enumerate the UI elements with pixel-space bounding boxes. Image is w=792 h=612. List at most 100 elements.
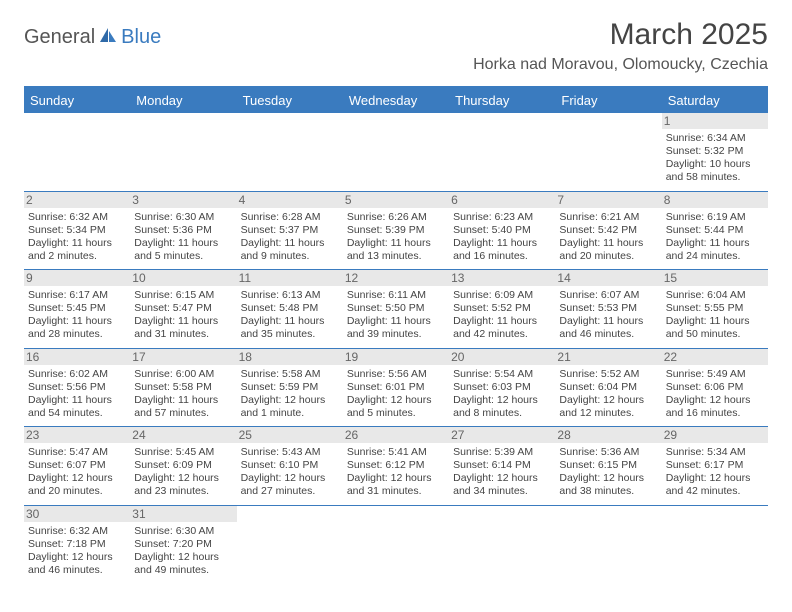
day-details: Sunrise: 5:36 AMSunset: 6:15 PMDaylight:…	[559, 446, 657, 499]
daylight-line: Daylight: 11 hours and 50 minutes.	[666, 315, 764, 341]
calendar-day-cell: 4Sunrise: 6:28 AMSunset: 5:37 PMDaylight…	[237, 191, 343, 270]
daylight-line: Daylight: 11 hours and 42 minutes.	[453, 315, 551, 341]
calendar-day-cell: 18Sunrise: 5:58 AMSunset: 5:59 PMDayligh…	[237, 348, 343, 427]
sunset-line: Sunset: 5:44 PM	[666, 224, 764, 237]
sunset-line: Sunset: 6:06 PM	[666, 381, 764, 394]
daylight-line: Daylight: 11 hours and 24 minutes.	[666, 237, 764, 263]
daylight-line: Daylight: 11 hours and 5 minutes.	[134, 237, 232, 263]
day-details: Sunrise: 5:45 AMSunset: 6:09 PMDaylight:…	[134, 446, 232, 499]
sail-icon	[98, 26, 118, 49]
weekday-header: Monday	[130, 88, 236, 113]
daylight-line: Daylight: 11 hours and 28 minutes.	[28, 315, 126, 341]
day-number: 3	[130, 192, 236, 208]
calendar-day-cell: 6Sunrise: 6:23 AMSunset: 5:40 PMDaylight…	[449, 191, 555, 270]
daylight-line: Daylight: 11 hours and 46 minutes.	[559, 315, 657, 341]
daylight-line: Daylight: 11 hours and 54 minutes.	[28, 394, 126, 420]
sunset-line: Sunset: 5:37 PM	[241, 224, 339, 237]
calendar-day-cell: 16Sunrise: 6:02 AMSunset: 5:56 PMDayligh…	[24, 348, 130, 427]
day-number: 28	[555, 427, 661, 443]
calendar-day-cell: 25Sunrise: 5:43 AMSunset: 6:10 PMDayligh…	[237, 427, 343, 506]
sunrise-line: Sunrise: 6:00 AM	[134, 368, 232, 381]
daylight-line: Daylight: 12 hours and 16 minutes.	[666, 394, 764, 420]
daylight-line: Daylight: 11 hours and 16 minutes.	[453, 237, 551, 263]
calendar-day-cell	[130, 113, 236, 191]
calendar-day-cell: 5Sunrise: 6:26 AMSunset: 5:39 PMDaylight…	[343, 191, 449, 270]
calendar-day-cell	[24, 113, 130, 191]
calendar-day-cell: 22 Sunrise: 5:49 AMSunset: 6:06 PMDayligh…	[662, 348, 768, 427]
day-number: 12	[343, 270, 449, 286]
day-details: Sunrise: 6:02 AMSunset: 5:56 PMDaylight:…	[28, 368, 126, 421]
calendar-day-cell: 15Sunrise: 6:04 AMSunset: 5:55 PMDayligh…	[662, 270, 768, 349]
day-details: Sunrise: 5:52 AMSunset: 6:04 PMDaylight:…	[559, 368, 657, 421]
calendar-day-cell: 9Sunrise: 6:17 AMSunset: 5:45 PMDaylight…	[24, 270, 130, 349]
title-block: March 2025 Horka nad Moravou, Olomoucky,…	[473, 18, 768, 74]
day-number: 17	[130, 349, 236, 365]
day-number: 1	[662, 113, 768, 129]
sunrise-line: Sunrise: 6:34 AM	[666, 132, 764, 145]
weekday-header: Thursday	[449, 88, 555, 113]
day-details: Sunrise: 6:13 AMSunset: 5:48 PMDaylight:…	[241, 289, 339, 342]
calendar-day-cell: 1Sunrise: 6:34 AMSunset: 5:32 PMDaylight…	[662, 113, 768, 191]
sunrise-line: Sunrise: 6:09 AM	[453, 289, 551, 302]
day-details: Sunrise: 6:04 AMSunset: 5:55 PMDaylight:…	[666, 289, 764, 342]
day-number: 6	[449, 192, 555, 208]
day-details: Sunrise: 5:56 AMSunset: 6:01 PMDaylight:…	[347, 368, 445, 421]
calendar-day-cell	[343, 113, 449, 191]
sunrise-line: Sunrise: 6:26 AM	[347, 211, 445, 224]
daylight-line: Daylight: 12 hours and 8 minutes.	[453, 394, 551, 420]
calendar-day-cell	[237, 505, 343, 583]
calendar-day-cell: 23 Sunrise: 5:47 AMSunset: 6:07 PMDayligh…	[24, 427, 130, 506]
daylight-line: Daylight: 11 hours and 20 minutes.	[559, 237, 657, 263]
sunrise-line: Sunrise: 5:39 AM	[453, 446, 551, 459]
sunset-line: Sunset: 5:39 PM	[347, 224, 445, 237]
daylight-line: Daylight: 12 hours and 23 minutes.	[134, 472, 232, 498]
sunrise-line: Sunrise: 6:21 AM	[559, 211, 657, 224]
weekday-header: Wednesday	[343, 88, 449, 113]
daylight-line: Daylight: 12 hours and 20 minutes.	[28, 472, 126, 498]
weekday-header: Sunday	[24, 88, 130, 113]
day-details: Sunrise: 6:09 AMSunset: 5:52 PMDaylight:…	[453, 289, 551, 342]
calendar-day-cell: 31Sunrise: 6:30 AMSunset: 7:20 PMDayligh…	[130, 505, 236, 583]
calendar-day-cell: 11Sunrise: 6:13 AMSunset: 5:48 PMDayligh…	[237, 270, 343, 349]
calendar-day-cell: 19Sunrise: 5:56 AMSunset: 6:01 PMDayligh…	[343, 348, 449, 427]
sunset-line: Sunset: 6:03 PM	[453, 381, 551, 394]
sunset-line: Sunset: 6:01 PM	[347, 381, 445, 394]
calendar-day-cell	[555, 113, 661, 191]
daylight-line: Daylight: 12 hours and 27 minutes.	[241, 472, 339, 498]
sunset-line: Sunset: 6:07 PM	[28, 459, 126, 472]
day-number: 2	[24, 192, 130, 208]
sunset-line: Sunset: 6:09 PM	[134, 459, 232, 472]
sunrise-line: Sunrise: 6:28 AM	[241, 211, 339, 224]
day-details: Sunrise: 6:11 AMSunset: 5:50 PMDaylight:…	[347, 289, 445, 342]
day-details: Sunrise: 6:21 AMSunset: 5:42 PMDaylight:…	[559, 211, 657, 264]
sunrise-line: Sunrise: 6:04 AM	[666, 289, 764, 302]
day-number: 5	[343, 192, 449, 208]
sunrise-line: Sunrise: 5:47 AM	[28, 446, 126, 459]
daylight-line: Daylight: 11 hours and 35 minutes.	[241, 315, 339, 341]
sunset-line: Sunset: 6:15 PM	[559, 459, 657, 472]
day-details: Sunrise: 5:43 AMSunset: 6:10 PMDaylight:…	[241, 446, 339, 499]
sunrise-line: Sunrise: 5:41 AM	[347, 446, 445, 459]
title-location: Horka nad Moravou, Olomoucky, Czechia	[473, 56, 768, 74]
day-number: 23	[24, 427, 130, 443]
daylight-line: Daylight: 12 hours and 5 minutes.	[347, 394, 445, 420]
sunrise-line: Sunrise: 6:13 AM	[241, 289, 339, 302]
day-number: 29	[662, 427, 768, 443]
calendar-day-cell: 21Sunrise: 5:52 AMSunset: 6:04 PMDayligh…	[555, 348, 661, 427]
day-number: 22	[662, 349, 768, 365]
calendar-table: Sunday Monday Tuesday Wednesday Thursday…	[24, 88, 768, 583]
daylight-line: Daylight: 11 hours and 31 minutes.	[134, 315, 232, 341]
sunrise-line: Sunrise: 5:49 AM	[666, 368, 764, 381]
sunrise-line: Sunrise: 6:11 AM	[347, 289, 445, 302]
calendar-week-row: 9Sunrise: 6:17 AMSunset: 5:45 PMDaylight…	[24, 270, 768, 349]
sunrise-line: Sunrise: 6:02 AM	[28, 368, 126, 381]
calendar-header-row: Sunday Monday Tuesday Wednesday Thursday…	[24, 88, 768, 113]
calendar-day-cell: 14Sunrise: 6:07 AMSunset: 5:53 PMDayligh…	[555, 270, 661, 349]
day-details: Sunrise: 6:28 AMSunset: 5:37 PMDaylight:…	[241, 211, 339, 264]
daylight-line: Daylight: 11 hours and 39 minutes.	[347, 315, 445, 341]
day-number: 24	[130, 427, 236, 443]
day-details: Sunrise: 5:47 AMSunset: 6:07 PMDaylight:…	[28, 446, 126, 499]
calendar-day-cell: 29Sunrise: 5:34 AMSunset: 6:17 PMDayligh…	[662, 427, 768, 506]
sunset-line: Sunset: 5:47 PM	[134, 302, 232, 315]
calendar-day-cell: 17Sunrise: 6:00 AMSunset: 5:58 PMDayligh…	[130, 348, 236, 427]
